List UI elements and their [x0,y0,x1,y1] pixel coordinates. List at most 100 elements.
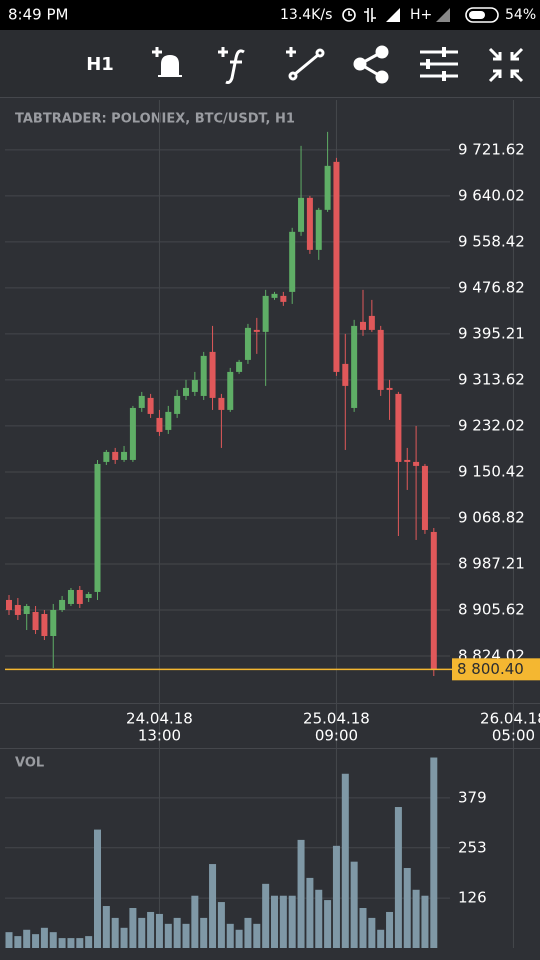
volume-bar [5,932,13,948]
candle-body [67,589,74,604]
volume-bar [102,906,110,948]
candle-body [103,451,110,462]
candle-body [200,355,207,396]
volume-bar [359,908,367,948]
collapse-button[interactable] [488,47,524,83]
volume-bar [262,883,270,948]
volume-bar [279,895,287,948]
status-icons [342,8,376,22]
volume-bar [421,895,429,948]
candle-body [76,589,83,604]
last-price-label: 8 800.40 [457,660,524,678]
alert-button[interactable] [152,47,182,77]
candle-body [253,329,260,332]
y-tick-label: 9 232.02 [458,416,525,434]
x-tick-label: 05:00 [492,727,535,745]
candle-body [14,604,21,615]
timeframe-button[interactable]: H1 [86,54,114,75]
candle-body [404,459,411,462]
volume-bar [164,923,172,948]
candle-body [94,463,101,592]
volume-bar [67,938,75,948]
settings-button[interactable] [420,47,458,81]
last-price-badge [452,658,540,681]
candle-body [191,379,198,392]
volume-bar [173,917,181,948]
volume-bar [111,917,119,948]
candle-body [209,351,216,398]
volume-bar [76,938,84,948]
volume-bar [324,900,332,948]
y-tick-label: 126 [458,889,487,907]
candle-body [227,371,234,410]
candle-body [386,387,393,390]
toolbar [0,30,540,97]
candle-body [41,614,48,636]
status-time: 8:49 PM [8,6,68,24]
candle-body [377,329,384,390]
candle-body [342,363,349,386]
indicator-button[interactable] [218,47,245,84]
volume-bar [191,895,199,948]
candle-body [112,451,119,460]
volume-bar [85,936,93,948]
candle-body [289,231,296,292]
candle-body [315,209,322,250]
volume-bar [368,917,376,948]
x-tick-label: 26.04.18 [480,710,540,728]
drawing-button[interactable] [286,47,325,81]
volume-bar [40,927,48,948]
signal-icon-2 [436,8,450,22]
y-tick-label: 9 721.62 [458,140,525,158]
x-tick-label: 25.04.18 [303,710,370,728]
volume-bar [217,902,225,948]
y-tick-label: 9 150.42 [458,462,525,480]
candle-body [85,593,92,598]
volume-bar [253,923,261,948]
y-tick-label: 379 [458,788,487,806]
y-tick-label: 9 313.62 [458,370,525,388]
candle-body [421,465,428,530]
x-tick-label: 13:00 [138,727,181,745]
x-tick-label: 24.04.18 [126,710,193,728]
volume-bar [377,929,385,948]
volume-bar [49,932,57,948]
candle-body [262,295,269,332]
candle-body [138,395,145,408]
candle-body [360,321,366,330]
volume-bar [430,757,438,948]
volume-bar [200,917,208,948]
volume-bar [350,861,358,948]
y-tick-label: 9 068.82 [458,508,525,526]
candle-body [147,397,154,414]
candle-body [6,599,12,610]
candle-body [218,397,225,410]
x-tick-label: 09:00 [315,727,358,745]
candle-body [165,411,172,430]
chart-title: TABTRADER: POLONIEX, BTC/USDT, H1 [15,112,295,127]
volume-bar [209,864,217,948]
volume-bar [182,923,190,948]
candle-body [324,165,331,210]
y-tick-label: 253 [458,838,487,856]
volume-title: VOL [15,756,44,771]
candle-body [59,599,66,610]
y-tick-label: 9 640.02 [458,186,525,204]
candle-body [333,161,340,372]
volume-bar [244,917,252,948]
volume-bar [138,917,146,948]
volume-bar [306,877,314,948]
y-tick-label: 9 395.21 [458,324,525,342]
share-button[interactable] [353,45,389,84]
candle-body [413,461,420,466]
candle-body [156,417,163,432]
volume-bar [94,829,101,948]
battery-level [469,11,485,19]
y-tick-label: 9 558.42 [458,232,525,250]
candle-body [298,197,305,232]
y-tick-label: 9 476.82 [458,278,525,296]
volume-bar [315,889,323,948]
candle-body [395,393,402,462]
